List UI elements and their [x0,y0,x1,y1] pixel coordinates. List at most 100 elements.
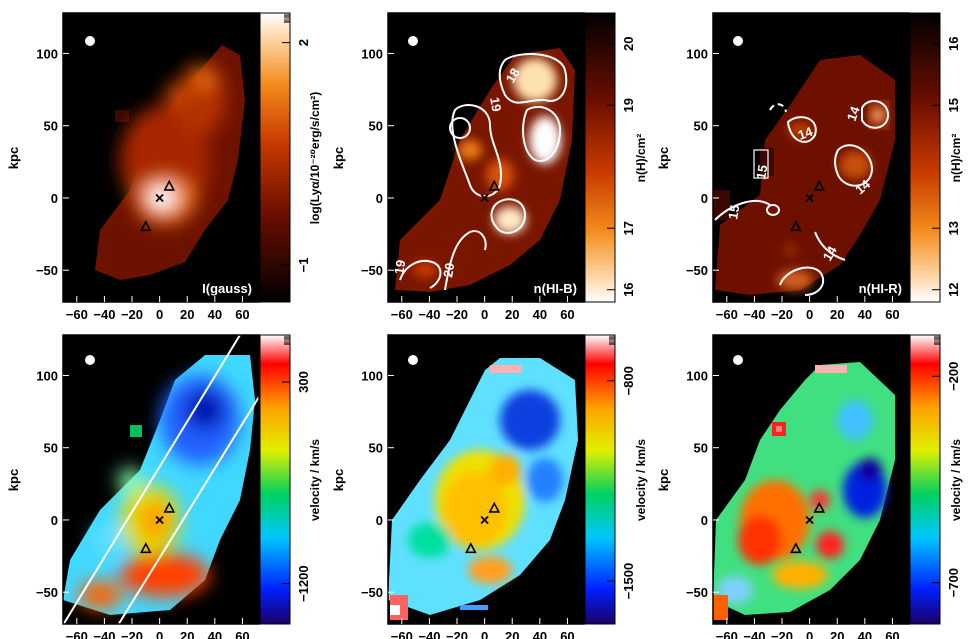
plot-frame [712,12,910,303]
panel-label: v(Gauss) [196,603,252,618]
axes: −60 −40 −20 0 20 40 60 −50 0 50 100 [36,46,250,322]
colorbar [584,12,616,303]
contour-label: 14 [844,104,863,123]
y-tick-label: 100 [36,368,58,383]
center-cross-marker [480,515,489,525]
triangle-marker [789,220,802,232]
x-tick-label: 0 [156,629,163,639]
x-tick-label: −40 [93,629,115,639]
x-tick-label: 40 [858,307,872,322]
triangle-marker [813,179,826,191]
colorbar-tick-label: −700 [946,568,961,597]
colorbar-label: velocity / km/s [634,439,648,521]
colorbar-label: log(Lyα/10⁻²⁰erg/s/cm²) [308,92,322,225]
x-tick-label: 60 [885,307,899,322]
x-tick-label: −20 [446,629,468,639]
intensity-map [95,45,245,280]
contour-labels: 19 18 19 20 [391,65,523,278]
colorbar-tick-label: −1500 [621,563,636,600]
markers [139,179,176,232]
x-tick-label: 20 [830,629,844,639]
y-axis-label: kpc [331,147,346,169]
x-tick-label: 0 [481,307,488,322]
plot-frame [387,12,585,303]
axes: −60 −40 −20 0 20 40 60 −50 0 50 100 [686,368,900,639]
contour-label: 15 [753,164,770,181]
x-tick-label: 60 [560,629,574,639]
x-tick-label: 0 [156,307,163,322]
contour-label: 14 [796,124,815,143]
y-tick-label: −50 [361,263,383,278]
plot-frame [387,334,585,625]
colorbar-ticks: 12 13 15 16 [932,13,961,297]
y-tick-label: 100 [361,46,383,61]
colorbar-label: velocity / km/s [308,439,322,521]
panel-i-gauss: I(gauss) −60 −40 −20 0 20 40 60 −50 0 50 100 kpc −… [6,12,322,322]
x-tick-label: −60 [66,307,88,322]
x-tick-label: 40 [208,307,222,322]
y-tick-label: 0 [701,191,708,206]
panel-label: v(HI-R) [859,603,902,618]
y-tick-label: 100 [686,368,708,383]
x-tick-label: −20 [121,307,143,322]
x-tick-label: −60 [391,307,413,322]
y-tick-label: 0 [376,513,383,528]
x-tick-label: 20 [180,629,194,639]
colorbar [259,334,291,625]
x-tick-label: 20 [180,307,194,322]
colorbar [909,12,941,303]
x-tick-label: 0 [806,629,813,639]
y-tick-label: 50 [694,441,708,456]
y-tick-label: 50 [694,119,708,134]
panel-label: n(HI-B) [534,281,577,296]
triangle-marker [163,179,176,191]
colorbar-tick-label: −200 [946,362,961,391]
colorbar-ticks: 16 17 19 20 [607,13,636,297]
y-tick-label: 100 [686,46,708,61]
y-tick-label: −50 [686,585,708,600]
y-tick-label: 100 [361,368,383,383]
y-tick-label: 0 [51,513,58,528]
beam-marker [408,36,418,46]
colorbar-tick-label: −1200 [296,565,311,602]
x-tick-label: 60 [560,307,574,322]
velocity-map [713,362,895,620]
contour-label: 20 [440,262,457,279]
x-tick-label: −20 [771,629,793,639]
colorbar-tick-label: −800 [621,366,636,395]
beam-marker [408,355,418,365]
colorbar-ticks: −1200 300 [282,335,311,602]
markers [789,501,826,554]
x-tick-label: −20 [121,629,143,639]
x-tick-label: −40 [418,629,440,639]
colorbar-ticks: −1 2 [282,13,311,272]
y-tick-label: −50 [36,585,58,600]
column-density-map [713,55,895,296]
panel-v-gauss: v(Gauss) −60 −40 −20 0 20 40 60 −50 0 50 100 kpc −… [6,334,322,639]
colorbar-label: velocity / km/s [949,439,963,521]
y-tick-label: −50 [36,263,58,278]
panel-label: I(gauss) [202,281,252,296]
x-tick-label: −20 [446,307,468,322]
x-tick-label: 60 [235,629,249,639]
colorbar-tick-label: 16 [946,37,961,51]
triangle-marker [464,542,477,554]
panel-n-hi-b: 19 18 19 20 n(HI-B) −60 −40 −20 0 20 40 60 −50 0… [331,12,648,322]
colorbar-tick-label: 20 [621,37,636,51]
x-tick-label: 60 [235,307,249,322]
triangle-marker [163,501,176,513]
x-tick-label: −20 [771,307,793,322]
markers [464,501,501,554]
y-tick-label: 0 [376,191,383,206]
triangle-marker [789,542,802,554]
y-tick-label: 0 [701,513,708,528]
x-tick-label: 0 [481,629,488,639]
markers [480,179,501,203]
x-tick-label: −40 [418,307,440,322]
center-cross-marker [805,193,814,203]
colorbar-ticks: −1500 −800 [607,335,636,600]
center-cross-marker [155,515,164,525]
y-axis-label: kpc [656,147,671,169]
plot-frame [712,334,910,625]
